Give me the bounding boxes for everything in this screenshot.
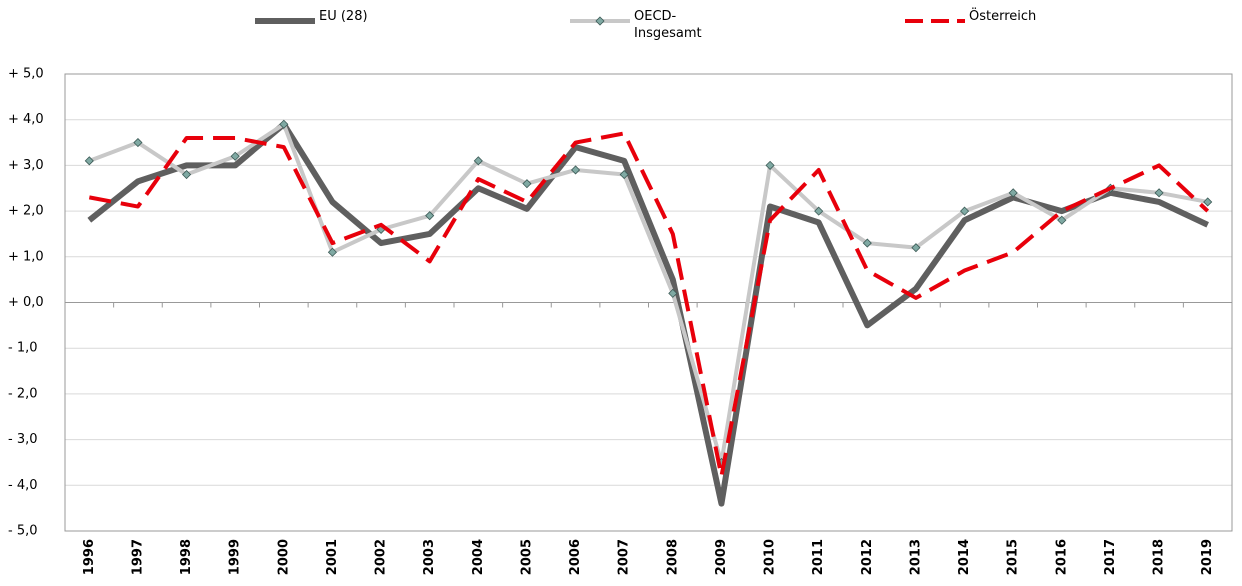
series-marker (1203, 197, 1213, 207)
y-tick-label: + 1,0 (8, 249, 44, 264)
series-marker (425, 211, 435, 221)
x-tick-label: 2016 (1054, 539, 1069, 575)
legend-item (570, 16, 630, 26)
series-marker (279, 119, 289, 129)
series-marker (522, 179, 532, 189)
legend-label: Österreich (969, 9, 1037, 24)
series-marker (133, 137, 143, 148)
series-marker (473, 156, 483, 166)
x-tick-label: 2000 (276, 539, 291, 575)
x-tick-label: 1996 (82, 539, 97, 575)
y-tick-label: + 4,0 (8, 112, 44, 127)
series-marker (230, 151, 240, 161)
series-marker (181, 169, 192, 180)
series-marker (1008, 188, 1018, 198)
y-tick-label: - 2,0 (8, 386, 38, 401)
y-tick-label: + 3,0 (8, 158, 44, 173)
y-tick-label: + 2,0 (8, 204, 44, 219)
x-tick-label: 2004 (471, 539, 486, 575)
y-tick-label: + 0,0 (8, 295, 44, 310)
series-marker (1154, 188, 1164, 198)
x-tick-label: 2006 (568, 539, 583, 575)
x-tick-label: 2005 (519, 539, 534, 575)
x-tick-label: 2008 (665, 539, 680, 575)
y-tick-label: - 3,0 (8, 432, 38, 447)
series-marker (668, 288, 678, 298)
x-tick-label: 1998 (179, 539, 194, 575)
series-marker (1057, 215, 1067, 225)
x-tick-label: 2007 (617, 539, 632, 575)
series-line (88, 131, 1210, 479)
series-line (88, 122, 1209, 465)
series-marker (570, 165, 581, 175)
series-marker (911, 243, 921, 253)
x-tick-label: 2018 (1152, 539, 1167, 575)
x-tick-label: 2015 (1006, 539, 1021, 575)
y-tick-label: + 5,0 (8, 67, 44, 82)
y-tick-label: - 5,0 (8, 524, 38, 539)
x-tick-label: 2010 (763, 539, 778, 575)
series-marker (959, 206, 970, 216)
x-tick-label: 2011 (811, 539, 826, 575)
series-marker (814, 206, 824, 216)
x-tick-label: 2009 (714, 539, 729, 575)
legend-label: OECD- Insgesamt (634, 9, 702, 41)
x-tick-label: 1999 (228, 539, 243, 575)
y-tick-label: - 4,0 (8, 478, 38, 493)
x-tick-label: 2002 (374, 539, 389, 575)
series-marker (765, 160, 775, 170)
legend-marker (595, 16, 605, 26)
x-tick-label: 2003 (422, 539, 437, 575)
legend-label: EU (28) (319, 9, 368, 24)
series-marker (327, 247, 338, 257)
x-tick-label: 1997 (130, 539, 145, 575)
x-tick-label: 2001 (325, 539, 340, 575)
series-marker (862, 238, 872, 248)
x-tick-label: 2013 (908, 539, 923, 575)
x-tick-label: 2017 (1103, 539, 1118, 575)
x-tick-label: 2012 (860, 539, 875, 575)
y-tick-label: - 1,0 (8, 341, 38, 356)
x-tick-label: 2014 (957, 539, 972, 575)
series-marker (84, 156, 94, 166)
x-tick-label: 2019 (1200, 539, 1215, 575)
series-marker (619, 169, 629, 180)
